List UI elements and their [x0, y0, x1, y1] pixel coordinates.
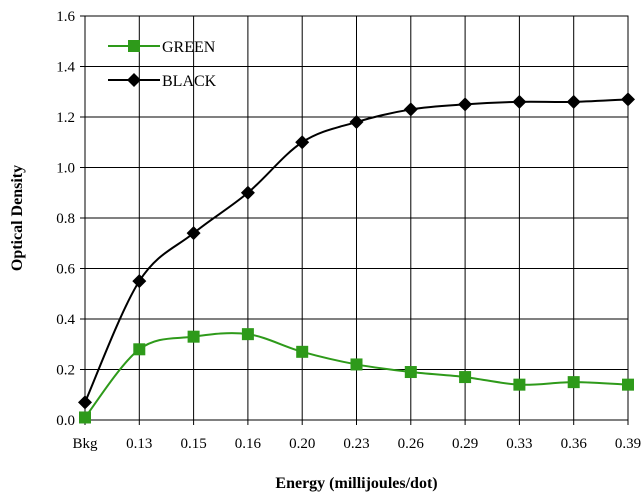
x-tick-label: Bkg — [72, 436, 98, 452]
y-tick-label: 0.8 — [56, 211, 75, 227]
x-tick-label: 0.15 — [180, 436, 206, 452]
y-axis: 0.0 0.2 0.4 0.6 0.8 1.0 1.2 1.4 1.6 — [56, 9, 85, 429]
series-line-black — [84, 98, 629, 403]
data-point-black — [621, 92, 635, 107]
data-point-green — [459, 371, 472, 384]
data-point-black — [512, 94, 527, 109]
legend-marker — [127, 73, 141, 87]
x-tick-label: 0.26 — [398, 436, 425, 452]
x-axis: Bkg 0.13 0.15 0.16 0.20 0.23 0.26 0.29 0.33 0.36 0… — [72, 420, 641, 452]
x-tick-label: 0.16 — [235, 436, 262, 452]
y-tick-label: 1.4 — [56, 60, 75, 76]
y-tick-label: 0.4 — [56, 312, 75, 328]
x-tick-label: 0.33 — [506, 436, 532, 452]
x-tick-label: 0.23 — [343, 436, 369, 452]
data-point-green — [79, 411, 91, 424]
data-point-black — [78, 395, 92, 410]
y-tick-label: 0.2 — [56, 363, 75, 379]
x-tick-label: 0.36 — [561, 436, 588, 452]
data-point-black — [240, 185, 255, 200]
data-point-black — [458, 97, 473, 112]
x-axis-title: Energy (millijoules/dot) — [275, 475, 437, 492]
x-tick-label: 0.20 — [289, 436, 315, 452]
data-point-green — [622, 378, 634, 391]
data-point-green — [241, 328, 254, 341]
data-point-black — [403, 102, 418, 117]
x-tick-label: 0.29 — [452, 436, 478, 452]
legend-marker — [128, 40, 140, 52]
series-layer — [78, 92, 635, 424]
data-point-black — [295, 135, 310, 150]
series-green — [79, 328, 634, 424]
y-axis-title: Optical Density — [9, 165, 26, 271]
data-point-black — [566, 94, 581, 109]
data-point-green — [404, 366, 417, 379]
legend-label: BLACK — [162, 73, 217, 90]
y-tick-label: 1.2 — [56, 110, 75, 126]
x-tick-label: 0.13 — [126, 436, 152, 452]
series-black — [78, 92, 635, 410]
data-point-green — [133, 343, 146, 356]
data-point-green — [513, 378, 526, 391]
data-point-green — [567, 376, 580, 389]
data-point-black — [349, 115, 364, 130]
data-point-green — [296, 345, 309, 358]
x-tick-label: 0.39 — [615, 436, 641, 452]
data-point-black — [186, 226, 201, 241]
y-tick-label: 0.0 — [56, 413, 75, 429]
data-point-green — [187, 330, 200, 343]
legend: GREEN BLACK — [108, 39, 217, 90]
y-tick-label: 1.6 — [56, 9, 75, 25]
data-point-green — [350, 358, 363, 371]
y-tick-label: 0.6 — [56, 262, 75, 278]
y-tick-label: 1.0 — [56, 161, 75, 177]
data-point-black — [132, 274, 147, 289]
legend-label: GREEN — [162, 39, 216, 56]
